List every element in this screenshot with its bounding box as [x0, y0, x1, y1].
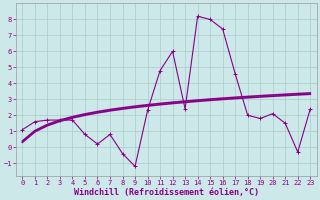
- X-axis label: Windchill (Refroidissement éolien,°C): Windchill (Refroidissement éolien,°C): [74, 188, 259, 197]
